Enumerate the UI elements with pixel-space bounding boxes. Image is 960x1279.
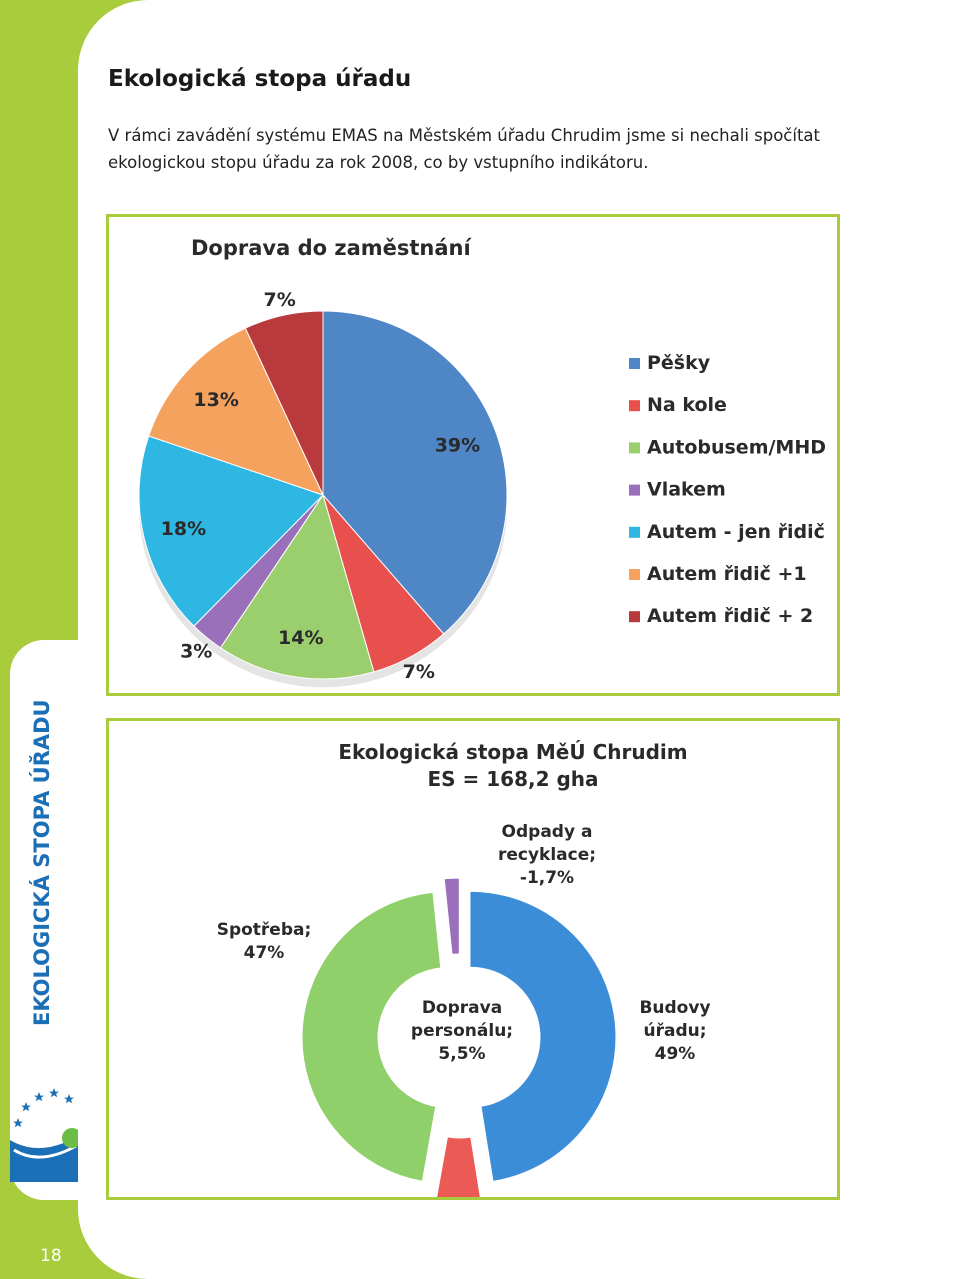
emas-logo-icon (10, 1088, 78, 1182)
legend-item-autobusem-mhd: Autobusem/MHD (647, 436, 826, 458)
legend-swatch-vlakem (629, 484, 640, 496)
pie-label-autem-ridic-2: 7% (264, 289, 296, 311)
legend-item-autem-ridic-2: Autem řidič + 2 (647, 605, 813, 627)
donut-label-line: Odpady a (502, 822, 593, 842)
page-number: 18 (40, 1246, 62, 1266)
pie-label-pesky: 39% (435, 435, 480, 457)
donut-label-line: 5,5% (438, 1044, 485, 1064)
chart-subtitle: ES = 168,2 gha (427, 767, 598, 791)
legend-item-autem-ridic-1: Autem řidič +1 (647, 563, 807, 585)
pie-label-autobusem-mhd: 14% (278, 627, 323, 649)
legend-item-pesky: Pěšky (647, 352, 711, 374)
legend-swatch-na-kole (629, 400, 640, 412)
pie-label-autem-ridic-1: 13% (193, 389, 238, 411)
donut-segment-doprava-personalu (436, 1136, 481, 1197)
donut-label-line: 47% (244, 943, 285, 963)
pie-slice-autem-ridic-1 (148, 327, 324, 496)
donut-segment-spotreba (301, 891, 442, 1182)
pie-label-autem-jen-ridic: 18% (161, 518, 206, 540)
donut-label-line: úřadu; (643, 1021, 706, 1041)
commute-pie-chart: Doprava do zaměstnání 39% 7% 14% 3% 18% 13% 7% P… (138, 236, 826, 688)
chart-title: Doprava do zaměstnání (191, 236, 472, 260)
legend-swatch-autem-ridic-2 (629, 611, 640, 623)
donut-label-line: Spotřeba; (217, 920, 312, 940)
donut-label-line: Budovy (639, 998, 710, 1018)
intro-paragraph: V rámci zavádění systému EMAS na Městské… (108, 126, 821, 172)
side-tab (10, 640, 78, 1200)
donut-label-budovy-uradu: Budovy úřadu; 49% (639, 998, 710, 1064)
legend-swatch-autobusem-mhd (629, 442, 640, 454)
donut-label-line: recyklace; (498, 845, 596, 865)
donut-label-spotreba: Spotřeba; 47% (217, 920, 312, 963)
pie-label-vlakem: 3% (180, 640, 212, 662)
page-title: Ekologická stopa úřadu (108, 66, 412, 92)
donut-label-doprava-personalu: Doprava personálu; 5,5% (411, 998, 513, 1064)
footprint-donut-chart: Ekologická stopa MěÚ Chrudim ES = 168,2 g… (217, 740, 711, 1197)
legend-swatch-pesky (629, 358, 640, 369)
footprint-chart-frame: Ekologická stopa MěÚ Chrudim ES = 168,2 g… (106, 718, 840, 1200)
donut-label-odpady-a-recyklace: Odpady a recyklace; -1,7% (498, 822, 596, 888)
legend-item-na-kole: Na kole (647, 394, 727, 416)
commute-chart-frame: Doprava do zaměstnání 39% 7% 14% 3% 18% 13% 7% P… (106, 214, 840, 696)
donut-label-line: Doprava (422, 998, 502, 1018)
donut-label-line: -1,7% (520, 868, 574, 888)
donut-label-line: personálu; (411, 1021, 513, 1041)
chart-title: Ekologická stopa MěÚ Chrudim (338, 740, 687, 764)
pie-label-na-kole: 7% (403, 661, 435, 683)
donut-segment-budovy-uradu (469, 890, 617, 1182)
donut-segment-odpady-a-recyklace (443, 877, 460, 955)
legend-item-vlakem: Vlakem (647, 479, 726, 501)
legend-swatch-autem-jen-ridic (629, 526, 640, 538)
donut-label-line: 49% (655, 1044, 696, 1064)
pie-slice-autem-ridic-2 (244, 310, 324, 496)
side-section-label: EKOLOGICKÁ STOPA ÚŘADU (30, 699, 54, 1026)
legend-swatch-autem-ridic-1 (629, 569, 640, 580)
legend-item-autem-jen-ridic: Autem - jen řidič (647, 521, 825, 543)
pie-slice-autem-jen-ridic (138, 435, 324, 627)
pie-slice-pesky (322, 310, 508, 635)
pie-slice-autobusem-mhd (219, 493, 375, 680)
